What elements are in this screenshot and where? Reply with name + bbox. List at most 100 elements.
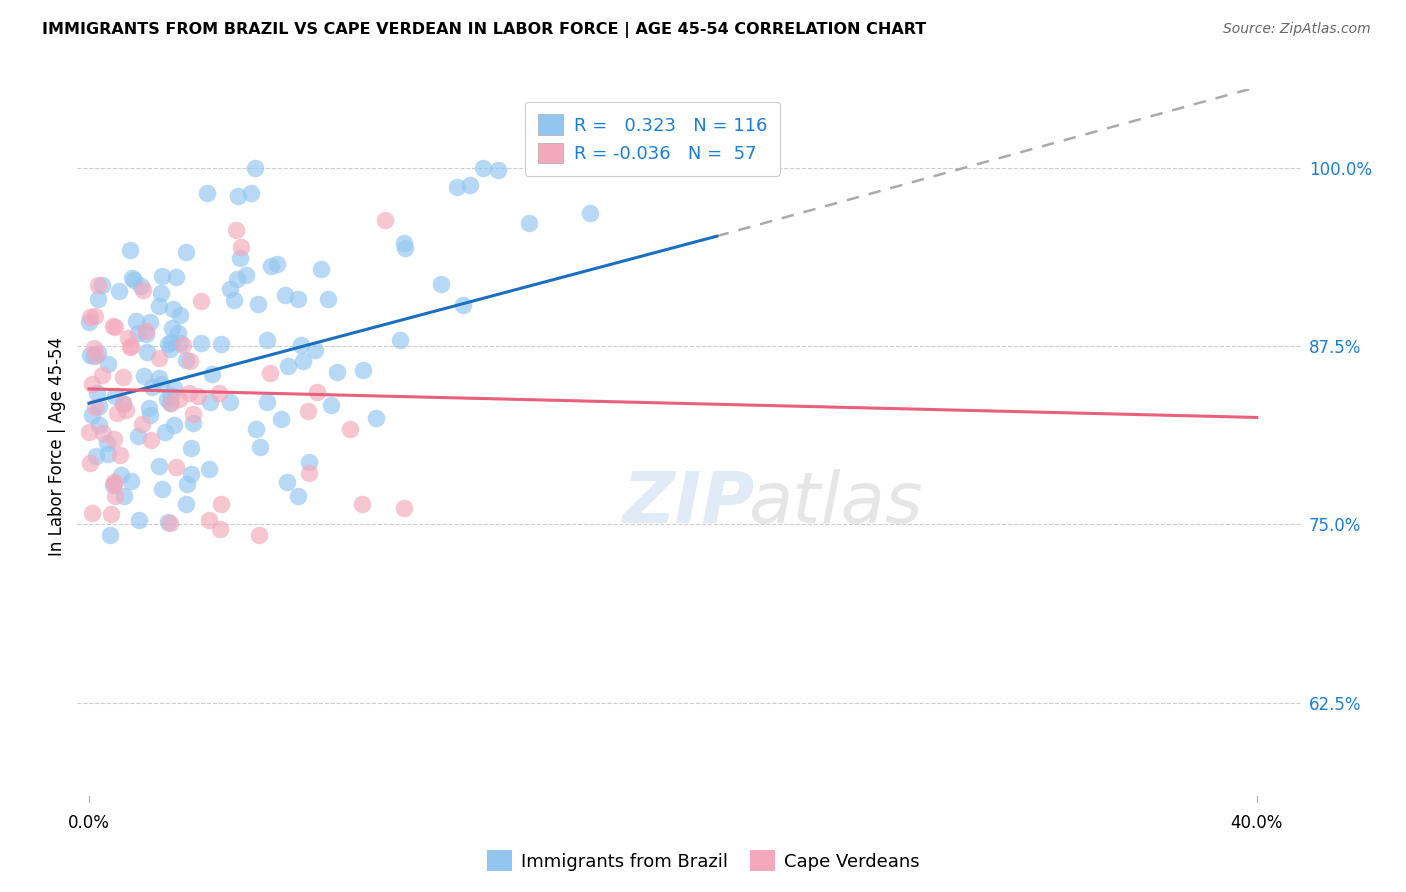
Point (120, 474, 142, 488)
Point (165, 269, 187, 284)
Point (169, 308, 191, 322)
Point (103, 319, 125, 334)
Legend: Immigrants from Brazil, Cape Verdeans: Immigrants from Brazil, Cape Verdeans (479, 843, 927, 879)
Point (104, 389, 127, 403)
Point (190, 335, 212, 350)
Point (229, 251, 252, 265)
Point (247, 528, 270, 542)
Point (91, 368, 114, 382)
Point (79, 348, 101, 362)
Point (150, 377, 173, 392)
Point (180, 441, 202, 455)
Point (177, 385, 200, 400)
Point (287, 292, 309, 306)
Point (93, 425, 115, 440)
Point (148, 299, 170, 313)
Point (256, 333, 278, 347)
Point (446, 179, 468, 194)
Point (180, 467, 202, 481)
Point (120, 243, 142, 257)
Point (120, 339, 142, 353)
Point (84, 309, 107, 323)
Point (150, 268, 173, 283)
Point (97, 357, 120, 371)
Point (125, 313, 148, 327)
Point (290, 338, 312, 352)
Point (111, 370, 134, 384)
Legend: R =   0.323   N = 116, R = -0.036   N =  57: R = 0.323 N = 116, R = -0.036 N = 57 (524, 102, 779, 176)
Point (159, 516, 181, 530)
Point (118, 339, 141, 353)
Point (270, 412, 292, 426)
Point (141, 380, 163, 394)
Point (392, 235, 415, 250)
Point (231, 240, 253, 254)
Point (87, 292, 110, 306)
Point (517, 215, 540, 229)
Point (218, 395, 240, 409)
Point (150, 482, 173, 496)
Point (112, 396, 135, 410)
Point (101, 318, 124, 333)
Point (316, 292, 339, 306)
Point (148, 370, 170, 384)
Point (131, 283, 153, 297)
Point (471, 161, 494, 175)
Point (117, 331, 139, 345)
Point (339, 422, 361, 436)
Point (101, 477, 124, 491)
Point (128, 513, 150, 527)
Point (187, 389, 209, 403)
Point (79, 456, 101, 470)
Point (291, 354, 314, 368)
Point (135, 326, 157, 341)
Point (129, 278, 152, 293)
Point (198, 461, 221, 475)
Point (219, 282, 242, 296)
Point (90, 278, 112, 293)
Point (245, 422, 267, 436)
Point (86, 385, 108, 400)
Point (240, 186, 263, 201)
Point (208, 522, 231, 536)
Point (104, 489, 127, 503)
Point (429, 277, 451, 292)
Point (159, 335, 181, 350)
Point (195, 186, 218, 200)
Point (305, 385, 328, 400)
Point (159, 388, 181, 402)
Point (174, 497, 197, 511)
Point (181, 407, 204, 421)
Text: 40.0%: 40.0% (1230, 814, 1282, 832)
Point (112, 397, 135, 411)
Point (162, 301, 184, 316)
Point (82, 506, 104, 520)
Point (82, 408, 104, 422)
Point (131, 417, 153, 432)
Point (183, 416, 205, 430)
Point (394, 241, 416, 255)
Point (139, 409, 162, 423)
Point (166, 326, 188, 340)
Point (209, 336, 232, 351)
Point (208, 385, 231, 400)
Point (235, 268, 257, 282)
Point (107, 406, 129, 420)
Point (87, 277, 110, 292)
Point (486, 162, 509, 177)
Point (172, 338, 194, 352)
Point (277, 359, 299, 374)
Point (83, 341, 105, 355)
Point (287, 489, 309, 503)
Point (298, 455, 321, 469)
Point (176, 477, 198, 491)
Point (260, 259, 283, 273)
Point (134, 369, 156, 384)
Point (352, 362, 374, 376)
Point (77, 315, 100, 329)
Point (373, 212, 395, 227)
Point (297, 404, 319, 418)
Point (276, 475, 298, 490)
Point (392, 500, 415, 515)
Text: IMMIGRANTS FROM BRAZIL VS CAPE VERDEAN IN LABOR FORCE | AGE 45-54 CORRELATION CH: IMMIGRANTS FROM BRAZIL VS CAPE VERDEAN I… (42, 22, 927, 38)
